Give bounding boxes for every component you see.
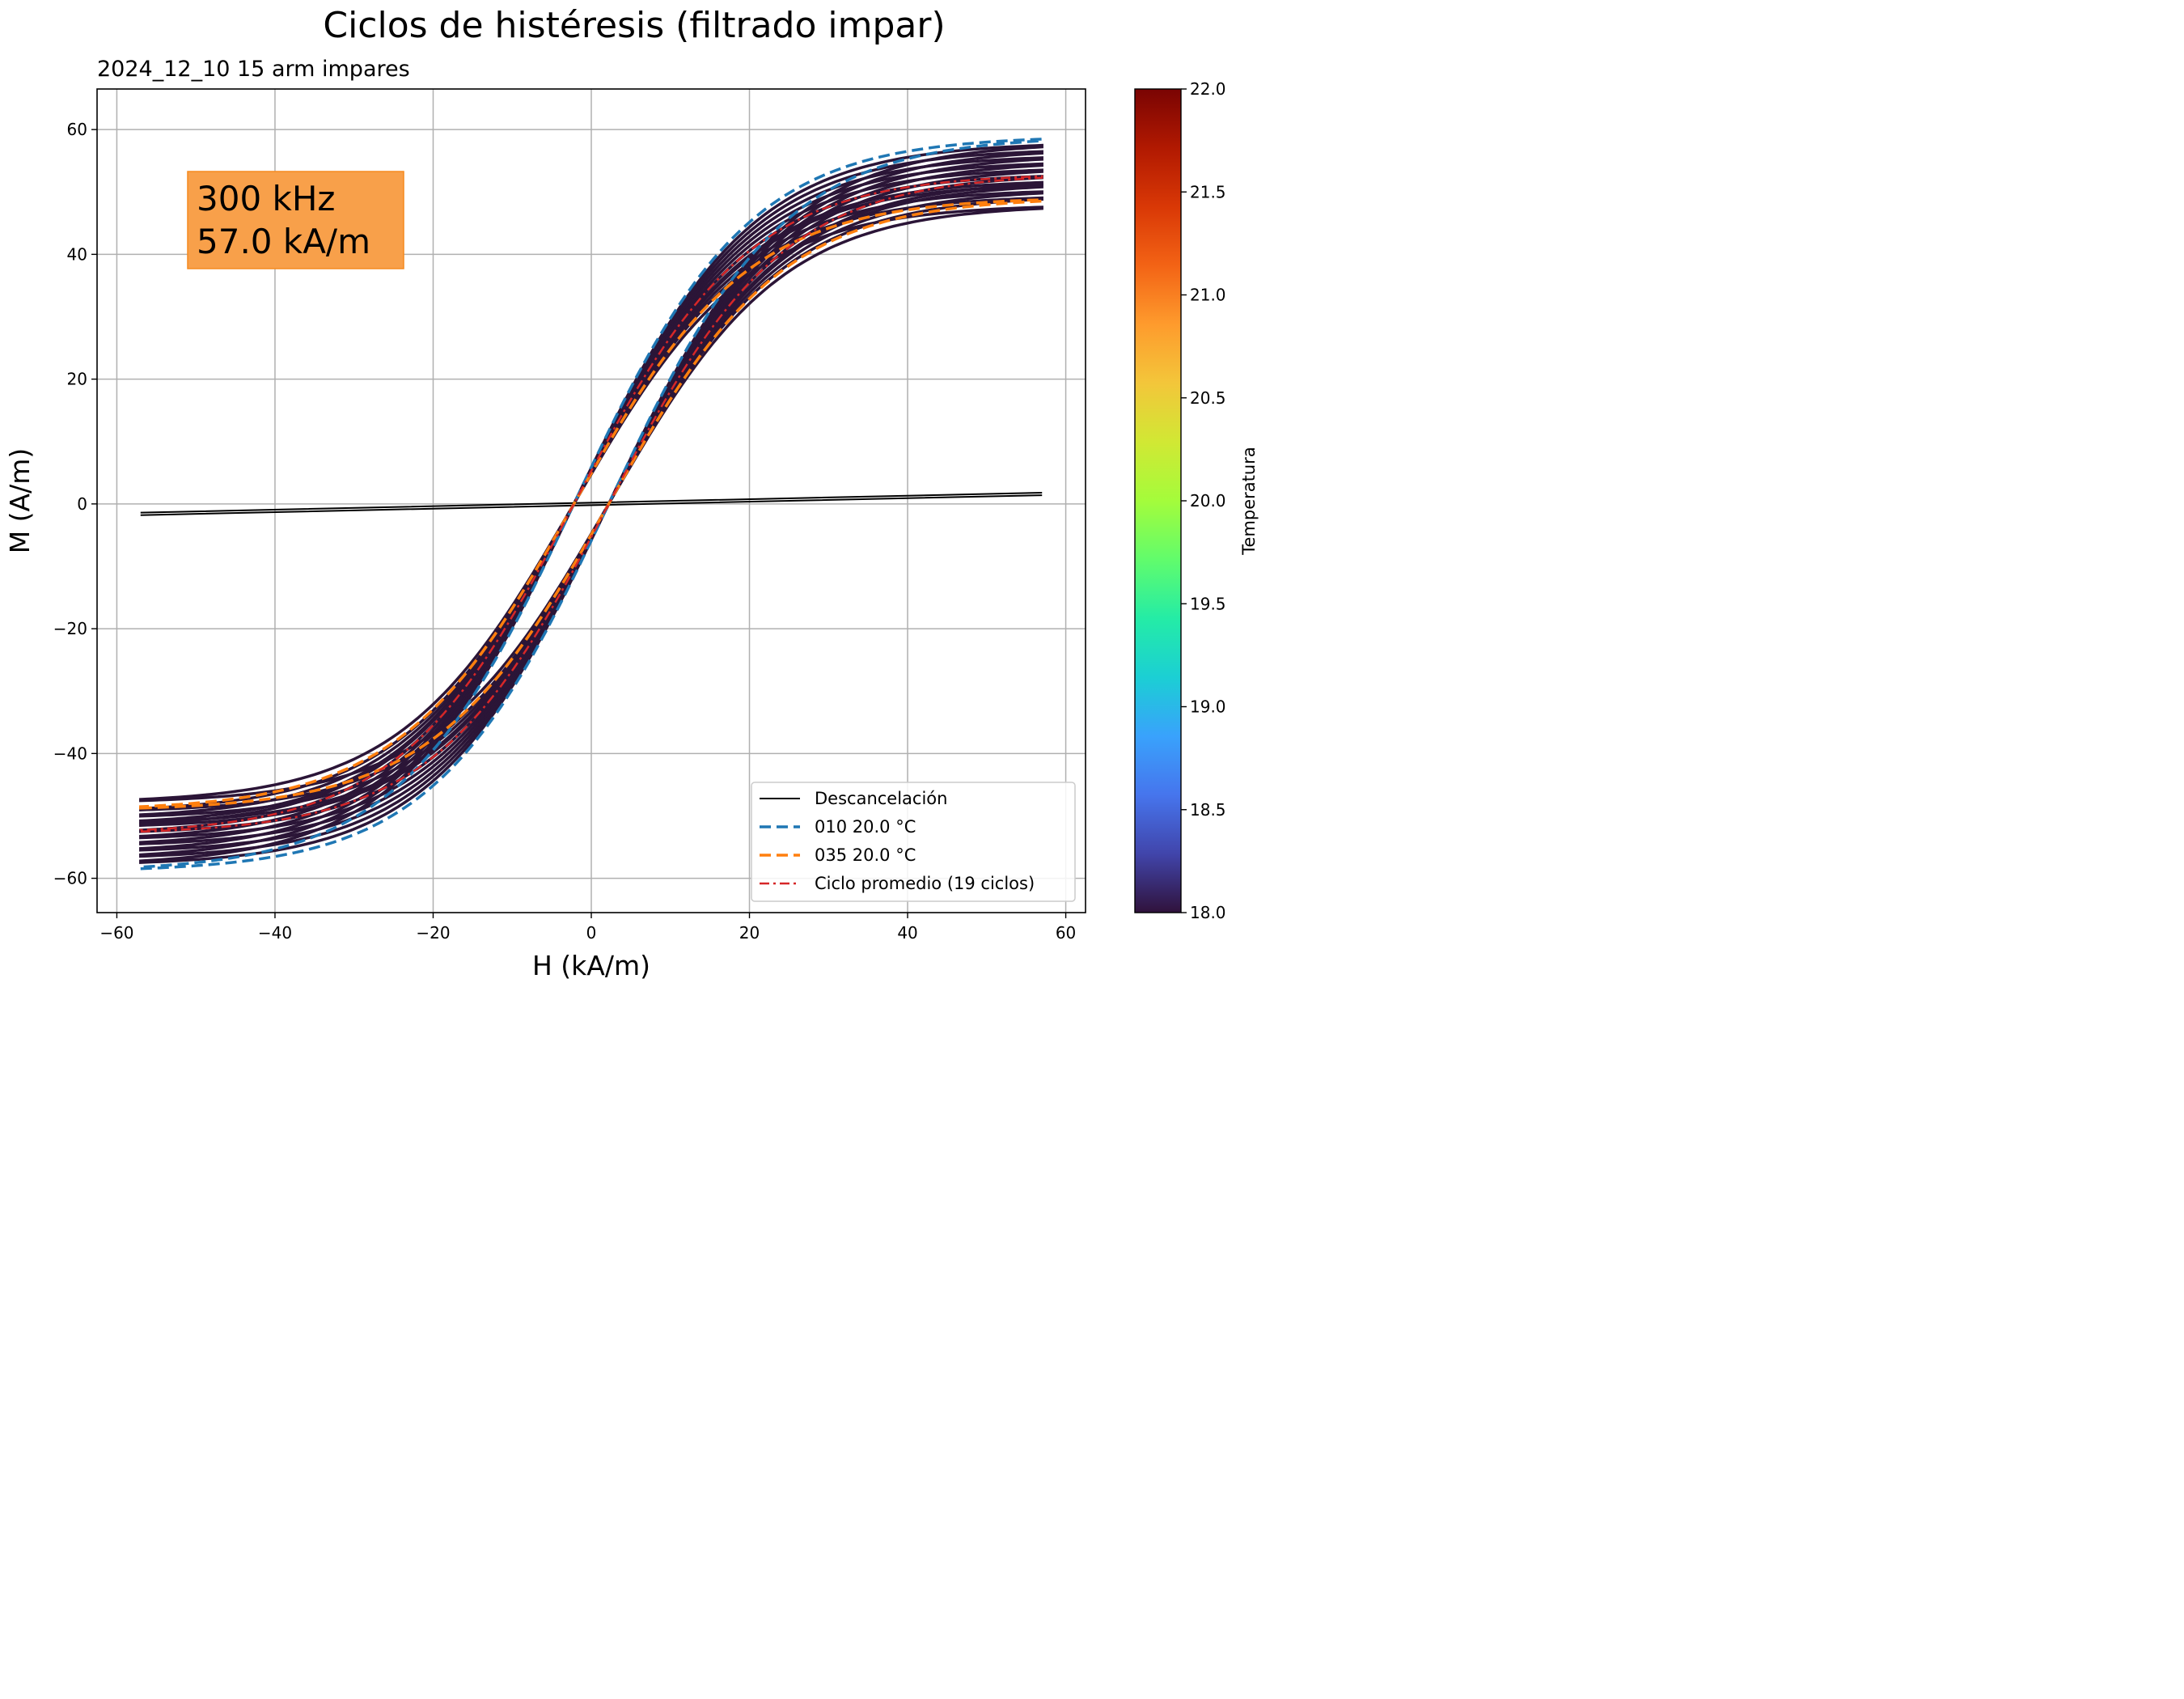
x-tick-label: −60 — [99, 923, 133, 943]
legend: Descancelación 010 20.0 °C 035 20.0 °C Cicl… — [751, 782, 1076, 902]
colorbar-tick-label: 21.5 — [1190, 182, 1226, 201]
series-curve — [139, 175, 1043, 833]
y-tick-label: 60 — [67, 120, 87, 139]
colorbar-ticks: 18.0 18.5 19.0 19.5 20.0 20.5 21.0 21.5 22.0 — [1181, 79, 1226, 922]
y-tick-label: −40 — [53, 744, 87, 763]
colorbar-tick-label: 19.5 — [1190, 594, 1226, 613]
x-tick-label: −40 — [258, 923, 292, 943]
y-tick-label: −60 — [53, 869, 87, 888]
x-axis-label: H (kA/m) — [532, 950, 650, 981]
highlighted-cycles — [139, 138, 1043, 871]
temperature-cycle-curve — [139, 168, 1043, 840]
series-curve — [139, 198, 1043, 810]
temperature-cycle-curve — [139, 162, 1043, 845]
x-axis-ticks: −60 −40 −20 0 20 40 60 — [99, 913, 1076, 943]
hysteresis-chart: Ciclos de histéresis (filtrado impar) 20… — [4, 5, 1259, 981]
y-axis-label: M (A/m) — [4, 448, 36, 554]
legend-label: 010 20.0 °C — [815, 817, 916, 837]
colorbar-tick-label: 21.0 — [1190, 286, 1226, 305]
y-axis-ticks: −60 −40 −20 0 20 40 60 — [53, 120, 97, 888]
y-tick-label: 20 — [67, 370, 87, 389]
chart-subtitle: 2024_12_10 15 arm impares — [97, 57, 410, 82]
annotation-field: 57.0 kA/m — [197, 222, 370, 261]
annotation-frequency: 300 kHz — [197, 179, 335, 218]
temperature-cycle-curve — [139, 180, 1043, 828]
y-tick-label: 0 — [77, 494, 87, 514]
colorbar-tick-label: 19.0 — [1190, 697, 1226, 717]
temperature-cycle-curve — [139, 143, 1043, 864]
colorbar-tick-label: 22.0 — [1190, 79, 1226, 99]
y-tick-label: 40 — [67, 244, 87, 264]
y-gridlines — [97, 129, 1086, 879]
legend-frame — [751, 782, 1076, 902]
x-tick-label: 60 — [1056, 923, 1076, 943]
series-curve — [139, 138, 1043, 871]
colorbar-tick-label: 20.5 — [1190, 388, 1226, 408]
colorbar-tick-label: 18.5 — [1190, 800, 1226, 820]
colorbar: 18.0 18.5 19.0 19.5 20.0 20.5 21.0 21.5 22.0 Tem… — [1134, 79, 1259, 922]
frequency-annotation: 300 kHz 57.0 kA/m — [187, 171, 404, 269]
colorbar-tick-label: 20.0 — [1190, 491, 1226, 511]
legend-label: 035 20.0 °C — [815, 845, 916, 865]
temperature-cycle-curve — [139, 190, 1043, 818]
colorbar-label: Temperatura — [1239, 447, 1259, 555]
x-tick-label: −20 — [416, 923, 450, 943]
x-tick-label: 0 — [586, 923, 597, 943]
legend-label: Descancelación — [815, 789, 947, 808]
x-tick-label: 20 — [739, 923, 760, 943]
temperature-cycle-curve — [139, 156, 1043, 852]
x-tick-label: 40 — [897, 923, 917, 943]
colorbar-tick-label: 18.0 — [1190, 903, 1226, 922]
colorbar-bar — [1134, 88, 1182, 913]
annotation-box — [187, 171, 404, 269]
series-curve — [140, 492, 1043, 516]
y-tick-label: −20 — [53, 619, 87, 638]
chart-title: Ciclos de histéresis (filtrado impar) — [323, 5, 945, 46]
legend-label: Ciclo promedio (19 ciclos) — [815, 874, 1035, 893]
